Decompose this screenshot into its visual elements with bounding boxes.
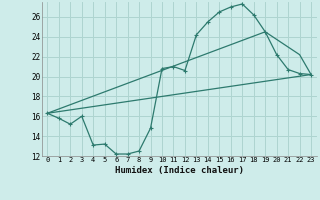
X-axis label: Humidex (Indice chaleur): Humidex (Indice chaleur) <box>115 166 244 175</box>
